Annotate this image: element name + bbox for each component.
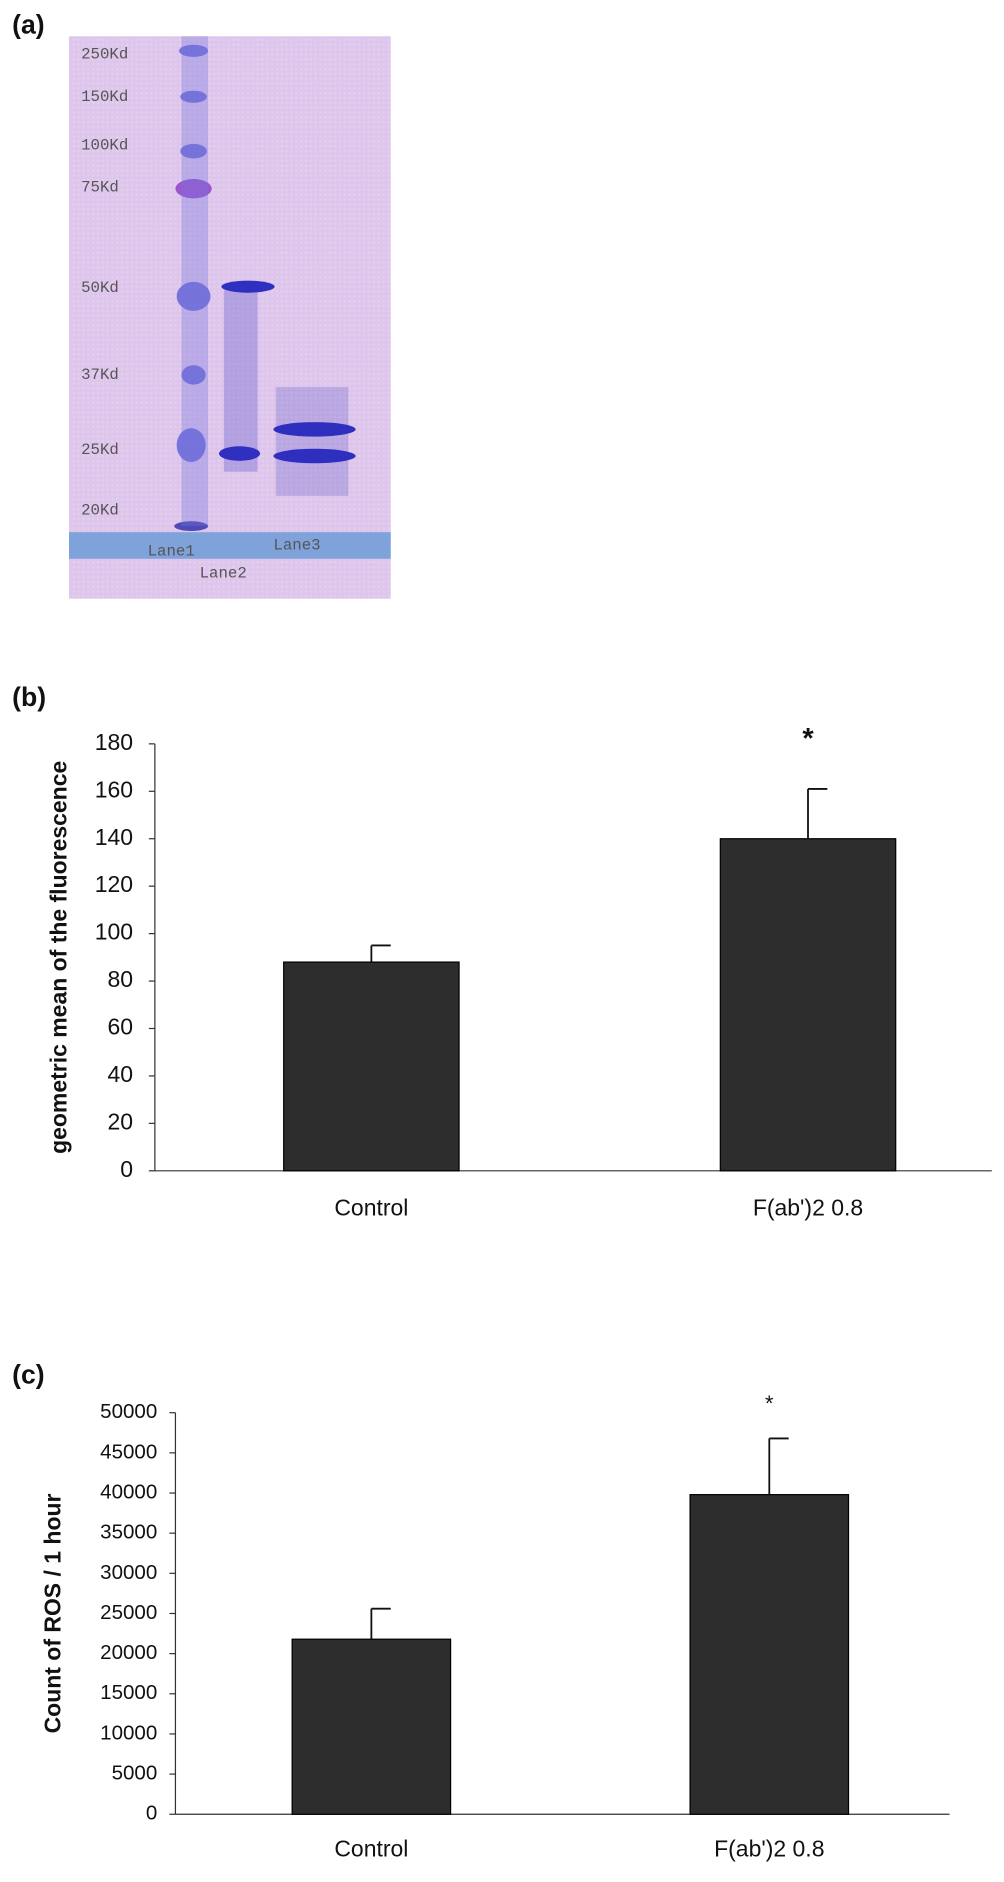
bar <box>689 1494 850 1815</box>
bar <box>291 1638 452 1815</box>
marker-label: 150Kd <box>81 88 128 106</box>
y-tick-label: 100 <box>95 919 133 945</box>
marker-label: 20Kd <box>81 502 119 520</box>
y-tick-label: 80 <box>108 966 134 992</box>
panel-label: (a) <box>12 10 45 40</box>
y-tick-label: 160 <box>95 776 133 802</box>
x-tick-label: Control <box>334 1195 408 1221</box>
significance-mark: * <box>802 723 814 755</box>
gel-front <box>68 532 391 559</box>
x-tick-label: Control <box>334 1836 408 1862</box>
y-tick-label: 25000 <box>100 1601 157 1624</box>
marker-label: 50Kd <box>81 279 119 297</box>
y-tick-label: 40000 <box>100 1480 157 1503</box>
gel-image <box>68 36 391 599</box>
lane-label: Lane1 <box>148 543 195 561</box>
y-tick-label: 45000 <box>100 1440 157 1463</box>
y-tick-label: 40 <box>108 1061 134 1087</box>
marker-label: 25Kd <box>81 441 119 459</box>
y-tick-label: 15000 <box>100 1681 157 1704</box>
x-tick-label: F(ab')2 0.8 <box>753 1195 863 1221</box>
marker-label: 37Kd <box>81 366 119 384</box>
lane-label: Lane2 <box>200 564 247 582</box>
y-tick-label: 0 <box>146 1802 157 1825</box>
y-tick-label: 30000 <box>100 1561 157 1584</box>
y-tick-label: 10000 <box>100 1721 157 1744</box>
y-axis-label: geometric mean of the fluorescence <box>46 761 72 1154</box>
lane-bands <box>218 280 356 496</box>
marker-label: 100Kd <box>81 136 128 154</box>
ladder-bands <box>174 36 212 531</box>
x-tick-label: F(ab')2 0.8 <box>714 1836 824 1862</box>
bar <box>719 838 897 1172</box>
y-tick-label: 50000 <box>100 1400 157 1423</box>
y-tick-label: 20000 <box>100 1641 157 1664</box>
lane-label: Lane3 <box>273 537 320 555</box>
y-tick-label: 60 <box>108 1014 134 1040</box>
marker-label: 250Kd <box>81 46 128 64</box>
y-tick-label: 140 <box>95 824 133 850</box>
gel-panel: (a) <box>12 10 391 599</box>
y-tick-label: 35000 <box>100 1521 157 1544</box>
marker-label: 75Kd <box>81 179 119 197</box>
bar <box>283 961 460 1172</box>
panel-label: (b) <box>12 682 46 712</box>
significance-mark: * <box>765 1391 774 1416</box>
y-tick-label: 180 <box>95 729 133 755</box>
y-tick-label: 120 <box>95 871 133 897</box>
y-tick-label: 5000 <box>112 1762 158 1785</box>
y-axis-label: Count of ROS / 1 hour <box>40 1493 66 1733</box>
y-tick-label: 0 <box>120 1156 133 1182</box>
panel-label: (c) <box>12 1359 45 1389</box>
y-tick-label: 20 <box>108 1108 134 1134</box>
